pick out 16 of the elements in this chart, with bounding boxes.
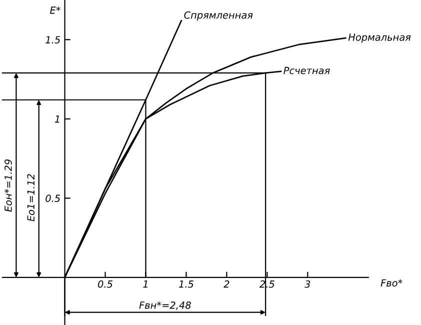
series-label: Рсчетная [284,66,330,74]
x-axis-title: Fво* [380,279,402,287]
x-tick-label: 1.5 [178,280,194,288]
x-tick-label: 0.5 [98,280,112,288]
annotation: Еон*=1.29 [4,159,12,212]
y-tick-label: 1.5 [46,36,60,44]
annotation: Ео1=1.12 [27,174,35,222]
y-tick-label: 0.5 [46,194,60,202]
y-axis-title: Е* [50,6,60,14]
x-tick-label: 1 [143,280,148,288]
x-tick-label: 3 [304,280,310,288]
series-label: Нормальная [348,34,411,43]
y-tick-label: 1 [54,116,60,123]
series-label: Спрямленная [184,11,253,21]
annotation: Fвн*=2,48 [139,301,191,310]
x-tick-label: 2 [224,280,230,288]
